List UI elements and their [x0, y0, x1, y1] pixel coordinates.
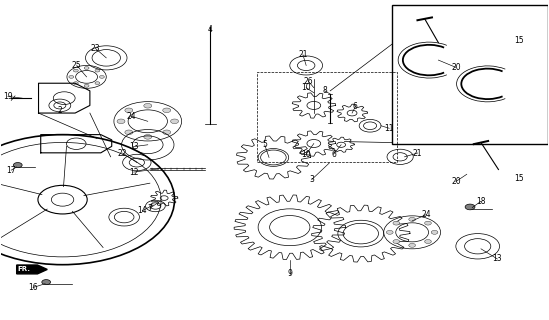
Text: 26: 26: [304, 77, 313, 86]
Circle shape: [95, 82, 100, 84]
Circle shape: [42, 280, 51, 285]
Circle shape: [409, 217, 416, 221]
Text: 22: 22: [118, 148, 127, 157]
Text: 10: 10: [301, 150, 311, 159]
Text: 8: 8: [322, 86, 327, 95]
Circle shape: [393, 240, 400, 244]
Circle shape: [84, 67, 89, 69]
Text: 17: 17: [7, 166, 16, 175]
Text: 14: 14: [137, 206, 147, 215]
Circle shape: [84, 84, 89, 87]
Circle shape: [99, 76, 104, 78]
Text: 15: 15: [514, 174, 524, 183]
Circle shape: [144, 134, 152, 139]
Text: 5: 5: [262, 140, 267, 149]
FancyArrow shape: [16, 265, 47, 274]
Circle shape: [13, 163, 22, 168]
Text: 21: 21: [413, 148, 422, 157]
Circle shape: [163, 108, 171, 113]
Bar: [392, 4, 547, 144]
Circle shape: [171, 119, 178, 124]
Circle shape: [409, 244, 416, 247]
Text: 15: 15: [514, 36, 524, 44]
Text: 20: 20: [451, 177, 461, 186]
Text: 24: 24: [422, 210, 431, 219]
Text: 13: 13: [129, 142, 138, 151]
Text: 16: 16: [28, 283, 38, 292]
Text: 23: 23: [91, 44, 100, 53]
Text: 11: 11: [384, 124, 394, 133]
Text: 10: 10: [301, 83, 311, 92]
Text: 19: 19: [3, 92, 13, 101]
Circle shape: [125, 130, 133, 135]
Circle shape: [74, 69, 78, 72]
Circle shape: [465, 204, 475, 210]
Text: 24: 24: [127, 112, 136, 121]
Circle shape: [117, 119, 125, 124]
Circle shape: [386, 230, 393, 234]
Text: 9: 9: [287, 269, 292, 278]
Text: 18: 18: [476, 197, 486, 206]
Text: 6: 6: [353, 102, 358, 111]
Circle shape: [144, 103, 152, 108]
Circle shape: [393, 221, 400, 225]
Text: 2: 2: [58, 106, 62, 115]
Circle shape: [431, 230, 438, 234]
Circle shape: [424, 240, 432, 244]
Text: 4: 4: [208, 25, 212, 34]
Text: 20: 20: [451, 63, 461, 72]
Circle shape: [69, 76, 74, 78]
Circle shape: [95, 69, 100, 72]
Circle shape: [125, 108, 133, 113]
Text: 25: 25: [72, 61, 82, 70]
Circle shape: [74, 82, 78, 84]
Text: 12: 12: [129, 168, 138, 177]
Text: 13: 13: [492, 254, 502, 263]
Circle shape: [163, 130, 171, 135]
Text: 21: 21: [298, 50, 307, 59]
Text: FR.: FR.: [18, 267, 31, 272]
Text: 6: 6: [331, 150, 336, 159]
Circle shape: [424, 221, 432, 225]
Text: 7: 7: [148, 204, 153, 213]
Text: 3: 3: [309, 175, 314, 184]
